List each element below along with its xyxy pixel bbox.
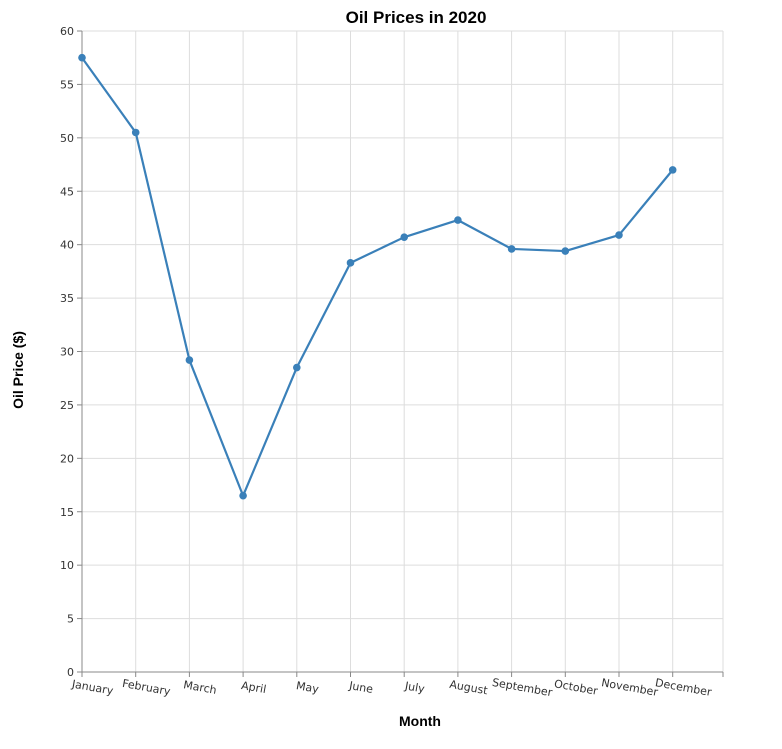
y-tick-label: 25 bbox=[60, 399, 74, 412]
x-tick-label: January bbox=[70, 677, 115, 697]
y-axis: 0 5 10 15 20 25 30 35 40 45 50 55 60 bbox=[60, 25, 83, 679]
data-point bbox=[293, 363, 301, 372]
x-tick-label: April bbox=[240, 679, 267, 696]
y-tick-label: 55 bbox=[60, 78, 74, 91]
data-point bbox=[668, 166, 677, 174]
y-tick-label: 15 bbox=[60, 506, 74, 519]
chart-title: Oil Prices in 2020 bbox=[346, 8, 487, 27]
x-tick-label: November bbox=[600, 676, 659, 699]
y-tick-label: 35 bbox=[60, 292, 74, 305]
x-tick-label: February bbox=[121, 677, 172, 698]
series-line bbox=[81, 57, 674, 497]
x-axis-title: Month bbox=[399, 713, 441, 729]
x-tick-label: March bbox=[182, 678, 217, 697]
x-tick-label: December bbox=[654, 676, 713, 699]
data-point bbox=[346, 259, 355, 267]
x-tick-label: June bbox=[347, 679, 374, 696]
data-point bbox=[454, 216, 462, 224]
y-tick-label: 20 bbox=[60, 452, 74, 465]
y-axis-title: Oil Price ($) bbox=[10, 331, 26, 409]
x-axis: January February March April May June July Augu… bbox=[70, 671, 724, 699]
data-point bbox=[507, 245, 516, 253]
series-group bbox=[78, 53, 677, 500]
y-tick-label: 50 bbox=[60, 132, 74, 145]
x-tick-label: August bbox=[448, 678, 489, 698]
y-tick-label: 30 bbox=[60, 346, 74, 359]
y-gridlines bbox=[82, 30, 723, 673]
y-tick-label: 45 bbox=[60, 185, 74, 198]
x-tick-label: October bbox=[553, 677, 599, 698]
data-point bbox=[239, 491, 247, 500]
data-point bbox=[78, 53, 86, 62]
x-tick-label: July bbox=[403, 679, 426, 695]
y-tick-label: 40 bbox=[60, 239, 74, 252]
data-point bbox=[615, 231, 623, 239]
y-tick-label: 10 bbox=[60, 559, 74, 572]
y-tick-label: 5 bbox=[67, 613, 74, 626]
x-tick-label: May bbox=[295, 679, 320, 696]
data-point bbox=[185, 356, 194, 364]
data-point bbox=[400, 233, 409, 241]
x-tick-label: September bbox=[491, 676, 554, 699]
y-tick-label: 60 bbox=[60, 25, 74, 38]
y-tick-label: 0 bbox=[67, 666, 74, 679]
data-point bbox=[131, 128, 140, 137]
data-point bbox=[561, 247, 570, 255]
